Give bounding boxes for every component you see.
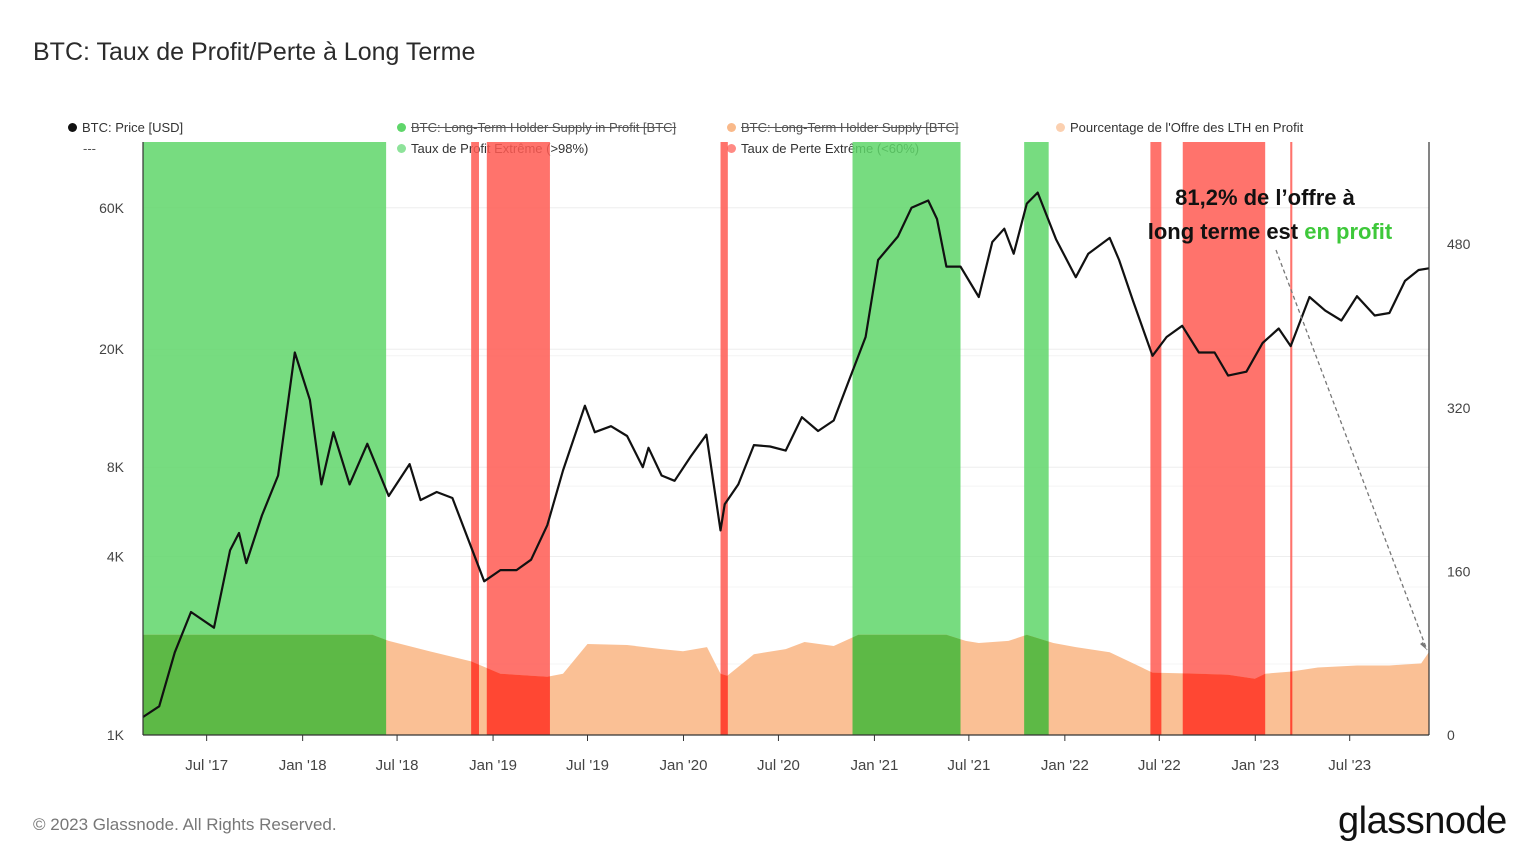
annotation-arrow-head <box>1420 641 1427 650</box>
y-left-tick-60K: 60K <box>99 200 125 216</box>
x-tick-2: Jul '18 <box>376 757 419 774</box>
loss-overlay-3 <box>1150 634 1162 735</box>
annotation-line-1: 81,2% de l’offre à <box>1175 185 1355 210</box>
loss-band-1 <box>486 142 550 735</box>
x-tick-4: Jul '19 <box>566 757 609 774</box>
axes <box>142 142 1430 736</box>
x-tick-1: Jan '18 <box>279 757 327 774</box>
x-tick-0: Jul '17 <box>185 757 228 774</box>
profit-overlay-0 <box>143 634 387 735</box>
annotation-line-2-prefix: long terme est <box>1147 219 1305 244</box>
x-tick-12: Jul '23 <box>1328 757 1371 774</box>
profit-overlay-1 <box>852 634 961 735</box>
y-right-tick-0: 0 <box>1447 727 1455 743</box>
loss-overlay-5 <box>1290 634 1293 735</box>
y-left-tick-4K: 4K <box>107 548 125 564</box>
y-right-tick-480: 480 <box>1447 236 1471 252</box>
loss-band-2 <box>720 142 728 735</box>
y-left-tick-20K: 20K <box>99 341 125 357</box>
loss-band-3 <box>1150 142 1162 735</box>
y-left-tick-1K: 1K <box>107 727 125 743</box>
pct-area-layer <box>143 634 1429 735</box>
x-tick-9: Jan '22 <box>1041 757 1089 774</box>
price-line <box>142 191 1430 718</box>
annotation-arrow <box>1275 249 1428 651</box>
loss-band-0 <box>471 142 479 735</box>
y-right-tick-160: 160 <box>1447 563 1471 579</box>
x-tick-3: Jan '19 <box>469 757 517 774</box>
band-overlay <box>143 634 1293 735</box>
loss-band-4 <box>1182 142 1266 735</box>
x-tick-11: Jan '23 <box>1231 757 1279 774</box>
band-overlay-layer <box>143 634 1293 735</box>
price-line-layer <box>142 191 1430 718</box>
loss-overlay-0 <box>471 634 479 735</box>
x-tick-7: Jan '21 <box>850 757 898 774</box>
y-left-tick-8K: 8K <box>107 459 125 475</box>
annotation-highlight: en profit <box>1304 219 1393 244</box>
pct-area <box>143 634 1429 735</box>
annotation-arrow-line <box>1275 249 1428 651</box>
loss-band-5 <box>1290 142 1293 735</box>
profit-overlay-2 <box>1024 634 1049 735</box>
glassnode-logo: glassnode <box>1338 800 1507 842</box>
copyright: © 2023 Glassnode. All Rights Reserved. <box>33 815 337 834</box>
annotation-line-2: long terme est en profit <box>1120 215 1420 249</box>
x-tick-8: Jul '21 <box>947 757 990 774</box>
x-tick-5: Jan '20 <box>660 757 708 774</box>
loss-overlay-2 <box>720 634 728 735</box>
y-right-tick-320: 320 <box>1447 400 1471 416</box>
x-tick-10: Jul '22 <box>1138 757 1181 774</box>
chart-title: BTC: Taux de Profit/Perte à Long Terme <box>33 38 476 66</box>
tick-labels: 1K 4K 8K 20K 60K 0 160 320 480 Jul '17 Jan '18 Jul … <box>99 200 1470 774</box>
x-tick-6: Jul '20 <box>757 757 800 774</box>
